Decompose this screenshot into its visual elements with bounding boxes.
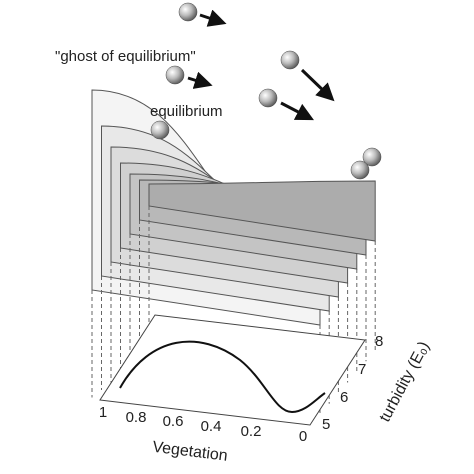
tick-label: 0.4 [201,418,222,435]
tick-label: 0.2 [241,423,262,440]
ball [150,120,170,140]
tick-label: 7 [358,361,366,378]
tick-label: 0.6 [163,413,184,430]
arrow [280,101,314,121]
axis-label: turbidity (E₀) [376,339,433,425]
equilibrium-label: equilibrium [150,103,223,120]
arrow [300,68,335,102]
floor-plane [99,314,366,426]
ball [280,50,300,70]
sheets [91,89,376,415]
tick-label: 5 [322,416,330,433]
balls [150,2,382,180]
tick-label: 1 [99,404,107,421]
tick-label: 0.8 [126,409,147,426]
ball [350,160,370,180]
sheet [148,180,376,242]
floor-curve [119,340,326,414]
tick-label: 8 [375,333,383,350]
arrow [187,71,213,89]
ball [362,147,382,167]
ball [165,65,185,85]
ball [258,88,278,108]
axis-label: Vegetation [151,439,228,465]
arrows [187,9,335,121]
ball [178,2,198,22]
ghost-label: "ghost of equilibrium" [55,48,196,65]
tick-label: 0 [299,428,307,445]
tick-label: 6 [340,389,348,406]
arrow [199,9,227,27]
floor [99,314,366,426]
